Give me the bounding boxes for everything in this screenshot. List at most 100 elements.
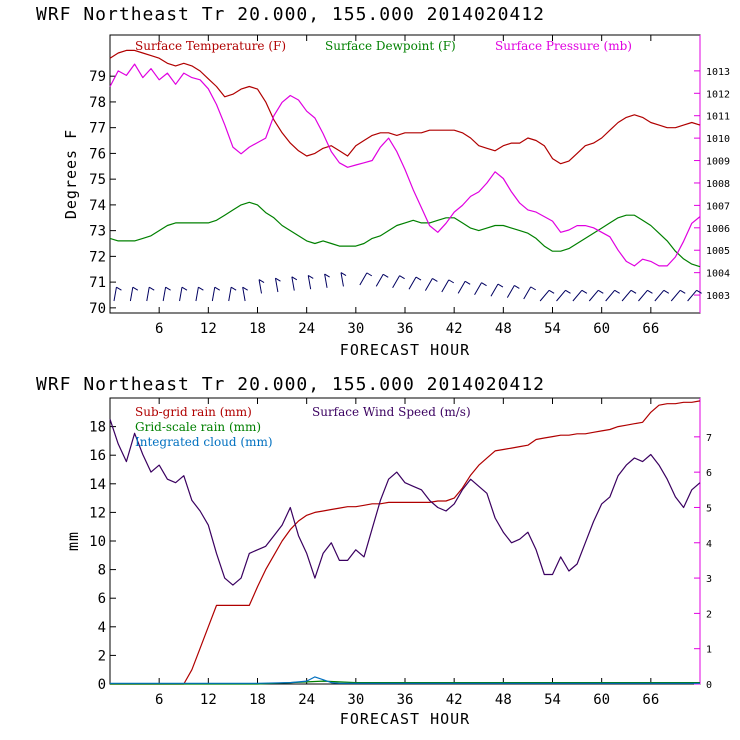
wind-barb-flag <box>132 286 139 291</box>
chart-title: WRF Northeast Tr 20.000, 155.000 2014020… <box>36 4 545 25</box>
wind-barb <box>146 287 150 302</box>
y2-tick-label: 2 <box>706 609 712 620</box>
y-tick-label: 70 <box>89 301 106 317</box>
wind-barb-flag <box>598 289 604 294</box>
y-tick-label: 79 <box>89 69 106 85</box>
series-line-sub-grid-rain-mm <box>110 400 701 685</box>
plot-frame <box>109 34 701 314</box>
y-tick-label: 4 <box>98 620 106 636</box>
x-tick-label: 36 <box>397 321 414 337</box>
wind-barb <box>258 279 262 294</box>
series-line-surface-temperature-f <box>109 49 701 165</box>
y2-tick-label: 1006 <box>706 224 730 235</box>
x-tick-label: 60 <box>593 692 610 708</box>
wind-barb <box>324 273 328 288</box>
y-axis-label: Degrees F <box>62 129 80 219</box>
wind-barb <box>274 278 279 293</box>
chart-title: WRF Northeast Tr 20.000, 155.000 2014020… <box>36 374 545 395</box>
chart-panel-2 <box>109 397 701 685</box>
x-axis-label: FORECAST HOUR <box>340 341 470 359</box>
y2-tick-label: 1005 <box>706 246 730 257</box>
wind-barb-flag <box>679 289 686 294</box>
x-tick-label: 30 <box>347 321 364 337</box>
wind-barb <box>375 274 384 287</box>
wind-barb <box>113 287 117 302</box>
wind-barb-flag <box>116 286 122 291</box>
wind-barb-flag <box>548 289 555 294</box>
wind-barb-flag <box>464 280 471 285</box>
y-tick-label: 71 <box>89 275 106 291</box>
wind-barb <box>572 289 583 302</box>
wind-barb <box>621 289 632 302</box>
y2-tick-label: 1 <box>706 645 712 656</box>
y2-tick-label: 7 <box>706 433 712 444</box>
x-tick-label: 42 <box>446 321 463 337</box>
wind-barb-flag <box>214 286 221 291</box>
wind-barb <box>195 287 199 302</box>
wind-barb-flag <box>148 286 155 291</box>
wind-barb-flag <box>530 286 536 291</box>
wind-barb <box>474 282 482 296</box>
wind-barb-flag <box>399 275 405 280</box>
wind-barb-flag <box>366 272 373 277</box>
y2-tick-label: 0 <box>706 680 712 691</box>
y2-tick-label: 1009 <box>706 157 730 168</box>
wind-barb-flag <box>647 289 653 294</box>
legend-entry: Surface Temperature (F) <box>135 39 286 53</box>
y-tick-label: 14 <box>89 477 106 493</box>
wind-barb <box>242 287 246 302</box>
x-tick-label: 66 <box>642 692 659 708</box>
x-tick-label: 18 <box>249 692 266 708</box>
wind-barb-flag <box>565 289 571 294</box>
x-tick-label: 12 <box>200 692 217 708</box>
wind-barb <box>424 278 433 291</box>
wind-barb-flag <box>165 286 171 291</box>
wind-barb <box>523 286 532 300</box>
wind-barb-flag <box>230 286 237 291</box>
wind-barb-flag <box>497 283 504 288</box>
wind-barb-flag <box>696 289 702 294</box>
wind-barb <box>211 287 216 302</box>
x-tick-label: 30 <box>347 692 364 708</box>
wind-barb-flag <box>181 286 188 291</box>
y-tick-label: 75 <box>89 172 106 188</box>
y-tick-label: 74 <box>89 198 106 214</box>
wind-barb <box>340 272 344 287</box>
x-tick-label: 24 <box>298 321 315 337</box>
wind-barb-flag <box>307 274 314 279</box>
legend-entry: Surface Wind Speed (m/s) <box>312 405 471 419</box>
legend-entry: Integrated cloud (mm) <box>135 435 273 449</box>
y-axis-label: mm <box>64 531 82 551</box>
x-tick-label: 54 <box>544 692 561 708</box>
wind-barb-flag <box>340 272 347 277</box>
x-tick-label: 6 <box>155 321 163 337</box>
wind-barb-flag <box>324 273 330 278</box>
y-tick-label: 73 <box>89 224 106 240</box>
wind-barb-flag <box>258 279 265 284</box>
x-tick-label: 6 <box>155 692 163 708</box>
series-line-integrated-cloud-mm <box>110 676 700 684</box>
wind-barb <box>228 287 232 302</box>
wind-barb-flag <box>291 276 298 281</box>
y2-tick-label: 5 <box>706 503 712 514</box>
wind-barb <box>670 289 681 302</box>
wind-barb <box>129 287 134 302</box>
x-tick-label: 54 <box>544 321 561 337</box>
series-line-surface-pressure-mb <box>109 63 701 267</box>
x-tick-label: 36 <box>397 692 414 708</box>
y2-tick-label: 1004 <box>706 269 730 280</box>
wind-barb <box>441 279 450 293</box>
y2-tick-label: 4 <box>706 539 712 550</box>
y2-tick-label: 1008 <box>706 179 730 190</box>
wind-barb <box>307 275 312 290</box>
wind-barb-flag <box>663 289 670 294</box>
chart-panel-1 <box>109 34 702 314</box>
wind-barb <box>359 272 368 286</box>
x-axis-label: FORECAST HOUR <box>340 710 470 728</box>
wind-barb <box>506 285 515 298</box>
wind-barb-flag <box>275 277 281 282</box>
wind-barb <box>539 289 550 302</box>
x-tick-label: 12 <box>200 321 217 337</box>
legend-entry: Grid-scale rain (mm) <box>135 420 261 434</box>
